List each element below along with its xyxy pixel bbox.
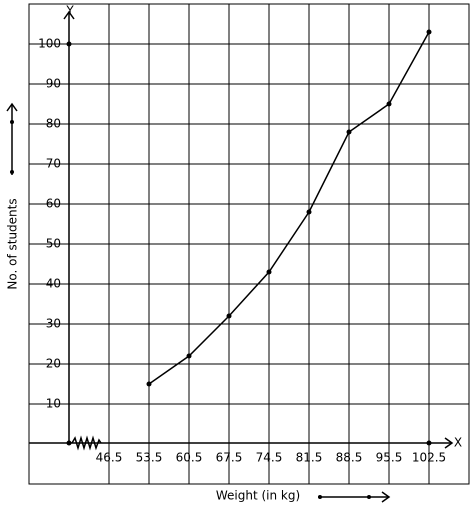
y-arrow: [63, 10, 75, 20]
x-tick-label: 81.5: [296, 451, 323, 465]
y-direction-arrow-head: [6, 102, 18, 112]
data-point: [346, 129, 352, 135]
data-point: [226, 313, 232, 319]
data-point: [426, 29, 432, 35]
x-tick-label: 102.5: [412, 451, 446, 465]
y-tick-label: 10: [46, 397, 61, 411]
y-tick-label: 70: [46, 157, 61, 171]
y-tick-label: 50: [46, 237, 61, 251]
data-point: [146, 381, 152, 387]
y-tick-label: 80: [46, 117, 61, 131]
x-tick-label: 46.5: [96, 451, 123, 465]
y-tick-label: 60: [46, 197, 61, 211]
x-tick-label: 95.5: [376, 451, 403, 465]
x-tick-label: 53.5: [136, 451, 163, 465]
y-tick-label: 90: [46, 77, 61, 91]
axis-dot: [66, 41, 72, 47]
axis-break: [71, 435, 102, 451]
x-tick-label: 88.5: [336, 451, 363, 465]
y-axis-label: No. of students: [6, 198, 20, 289]
axis-dot: [426, 440, 432, 446]
x-tick-label: 67.5: [216, 451, 243, 465]
x-tick-label: 60.5: [176, 451, 203, 465]
x-tick-label: 74.5: [256, 451, 283, 465]
arrow-dot: [10, 120, 14, 124]
y-tick-label: 40: [46, 277, 61, 291]
x-axis-name: X: [454, 436, 462, 450]
x-axis-label: Weight (in kg): [216, 489, 300, 503]
origin-dot: [66, 440, 72, 446]
arrow-dot: [367, 495, 371, 499]
data-line: [148, 31, 430, 385]
data-point: [306, 209, 312, 215]
arrow-dot: [318, 495, 322, 499]
data-point: [186, 353, 192, 359]
data-point: [386, 101, 392, 107]
y-tick-label: 30: [46, 317, 61, 331]
data-point: [266, 269, 272, 275]
arrow-dot: [10, 170, 14, 174]
x-direction-arrow-head: [381, 491, 391, 503]
y-tick-label: 20: [46, 357, 61, 371]
y-axis-name: Y: [65, 4, 74, 18]
x-arrow: [444, 437, 454, 449]
y-tick-label: 100: [38, 37, 61, 51]
grid: [29, 4, 469, 484]
